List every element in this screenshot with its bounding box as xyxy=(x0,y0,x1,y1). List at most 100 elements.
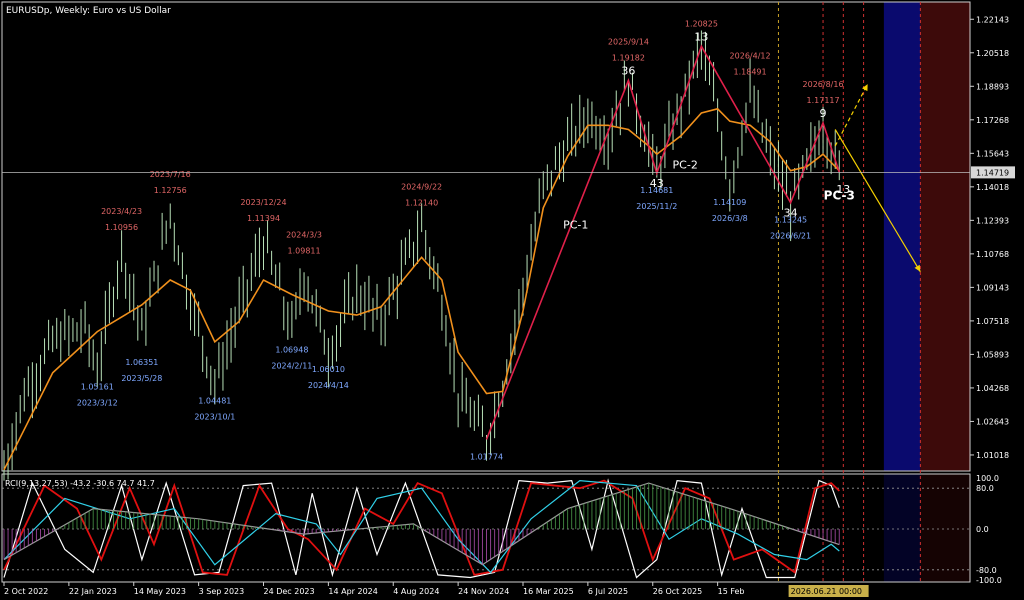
time-tick-label-1: 22 Jan 2023 xyxy=(69,587,117,596)
projection-line-1 xyxy=(834,129,921,273)
high-date-label-1: 2023/7/16 xyxy=(150,170,191,179)
low-date-label-3: 2024/2/11 xyxy=(271,362,312,371)
low-date-label-8: 2026/6/21 xyxy=(770,232,811,241)
time-tick-label-5: 14 Apr 2024 xyxy=(328,587,377,596)
cursor-time-label: 2026.06.21 00:00 xyxy=(791,587,862,596)
low-date-label-4: 2024/4/14 xyxy=(308,381,349,390)
high-date-label-4: 2024/9/22 xyxy=(401,183,442,192)
pattern-label-0: PC-1 xyxy=(563,218,588,231)
high-date-label-5: 2025/9/14 xyxy=(608,37,649,46)
price-tick-label-9: 1.07518 xyxy=(976,317,1009,326)
price-tick-label-7: 1.10768 xyxy=(976,250,1009,259)
low-price-label-3: 1.06948 xyxy=(275,346,308,355)
indicator-tick-label-3: -80.0 xyxy=(976,566,997,575)
time-markers xyxy=(777,2,921,582)
wave-count-label-1: 43 xyxy=(650,177,664,190)
zone-indicator-1 xyxy=(920,474,970,582)
pattern-label-2: PC-3 xyxy=(824,189,855,203)
price-tick-label-2: 1.18893 xyxy=(976,82,1009,91)
moving-average-line xyxy=(3,107,840,471)
projection-arrow-1 xyxy=(914,264,921,272)
time-tick-label-4: 24 Dec 2023 xyxy=(264,587,315,596)
cursor-time-badge xyxy=(788,585,869,597)
chart-title: EURUSDp, Weekly: Euro vs US Dollar xyxy=(6,6,171,16)
price-tick-label-12: 1.02643 xyxy=(976,417,1009,426)
high-price-label-3: 1.09811 xyxy=(288,247,321,256)
low-date-label-2: 2023/10/1 xyxy=(194,413,235,422)
low-date-label-1: 2023/5/28 xyxy=(121,374,162,383)
wave-count-label-5: 13 xyxy=(836,183,850,196)
high-date-label-3: 2024/3/3 xyxy=(286,231,322,240)
indicator-plot-border xyxy=(1,473,971,583)
price-plot-border xyxy=(1,1,971,472)
high-price-label-8: 1.17117 xyxy=(807,96,840,105)
high-date-label-0: 2023/4/23 xyxy=(101,207,142,216)
pattern-label-1: PC-2 xyxy=(673,159,698,172)
low-price-label-8: 1.13245 xyxy=(774,216,807,225)
low-date-label-7: 2026/3/8 xyxy=(712,214,748,223)
high-price-label-4: 1.12140 xyxy=(405,199,438,208)
price-tick-label-13: 1.01018 xyxy=(976,451,1009,460)
projection-line-0 xyxy=(834,83,869,147)
zone-indicator-0 xyxy=(883,474,921,582)
zone-price-0 xyxy=(883,2,921,471)
price-tick-label-6: 1.12393 xyxy=(976,216,1009,225)
time-tick-label-11: 15 Feb xyxy=(718,587,745,596)
rci-line-0 xyxy=(3,478,840,579)
time-tick-label-0: 2 Oct 2022 xyxy=(4,587,48,596)
indicator-label: RCI(9,13,27,53) -43.2 -30.6 74.7 41.7 xyxy=(5,479,155,488)
indicator-plot[interactable] xyxy=(1,473,971,583)
indicator-tick-label-4: -100.0 xyxy=(976,576,1002,585)
high-price-label-7: 1.18491 xyxy=(734,68,767,77)
rci-indicator-layer xyxy=(3,478,840,579)
price-tick-label-11: 1.04268 xyxy=(976,384,1009,393)
time-tick-label-10: 26 Oct 2025 xyxy=(653,587,702,596)
current-price-label: 1.14719 xyxy=(976,168,1009,177)
low-price-label-6: 1.14681 xyxy=(640,186,673,195)
time-tick-label-3: 3 Sep 2023 xyxy=(199,587,245,596)
high-date-label-2: 2023/12/24 xyxy=(240,198,286,207)
rci-line-1 xyxy=(3,479,840,576)
price-series-layer xyxy=(3,44,921,471)
wave-count-label-0: 36 xyxy=(621,64,635,77)
price-plot[interactable] xyxy=(1,1,971,472)
high-price-label-0: 1.10956 xyxy=(105,223,138,232)
low-price-label-2: 1.04481 xyxy=(198,397,231,406)
price-tick-label-0: 1.22143 xyxy=(976,15,1009,24)
time-tick-label-9: 6 Jul 2025 xyxy=(588,587,628,596)
axes-layer: 1.22143 1.20518 1.18893 1.17268 1.15643 1.140… xyxy=(2,15,1015,597)
high-price-label-2: 1.11394 xyxy=(247,214,280,223)
low-price-label-4: 1.06010 xyxy=(312,365,345,374)
time-tick-label-7: 24 Nov 2024 xyxy=(458,587,509,596)
price-tick-label-5: 1.14018 xyxy=(976,183,1009,192)
low-price-label-7: 1.14109 xyxy=(713,198,746,207)
indicator-tick-label-2: 0.0 xyxy=(976,525,989,534)
wave-count-label-2: 13 xyxy=(694,30,708,43)
current-price-badge xyxy=(971,166,1015,179)
wave-count-label-4: 9 xyxy=(820,107,827,120)
low-price-label-0: 1.05161 xyxy=(81,383,114,392)
zigzag-line xyxy=(485,44,841,440)
price-tick-label-3: 1.17268 xyxy=(976,116,1009,125)
time-zones xyxy=(883,2,970,582)
low-price-label-1: 1.06351 xyxy=(125,358,158,367)
high-price-label-6: 1.20825 xyxy=(685,19,718,28)
annotation-layer: 2023/4/23 1.10956 2023/7/16 1.12756 2023/12/… xyxy=(77,19,855,461)
price-tick-label-4: 1.15643 xyxy=(976,149,1009,158)
high-price-label-1: 1.12756 xyxy=(154,186,187,195)
indicator-tick-label-0: 100.0 xyxy=(976,474,999,483)
low-price-label-5: 1.01774 xyxy=(470,452,503,461)
low-date-label-6: 2025/11/2 xyxy=(636,202,677,211)
high-date-label-8: 2026/8/16 xyxy=(803,80,844,89)
zone-price-1 xyxy=(920,2,970,471)
price-tick-label-8: 1.09143 xyxy=(976,283,1009,292)
indicator-tick-label-1: 80.0 xyxy=(976,484,994,493)
price-tick-label-1: 1.20518 xyxy=(976,49,1009,58)
high-price-label-5: 1.19182 xyxy=(612,53,645,62)
time-tick-label-8: 16 Mar 2025 xyxy=(523,587,574,596)
high-date-label-7: 2026/4/12 xyxy=(730,52,771,61)
time-tick-label-2: 14 May 2023 xyxy=(134,587,186,596)
projection-arrow-0 xyxy=(862,84,868,92)
